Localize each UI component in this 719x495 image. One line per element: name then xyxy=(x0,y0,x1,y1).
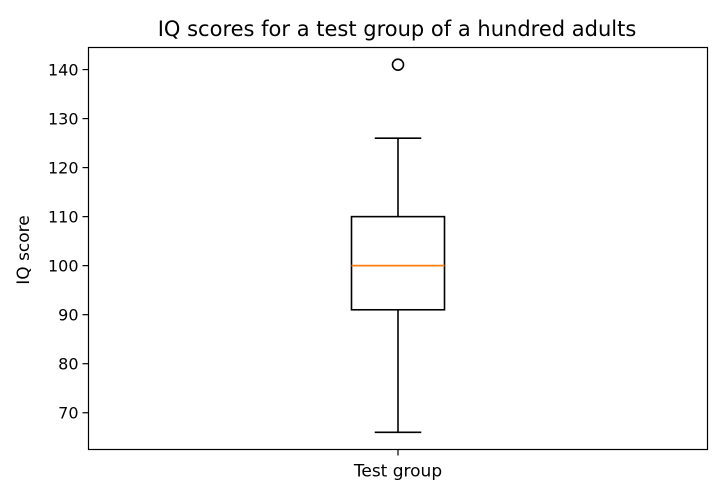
chart-title: IQ scores for a test group of a hundred … xyxy=(158,17,637,41)
iqr-box xyxy=(350,215,446,311)
y-axis-label: IQ score xyxy=(14,215,34,284)
y-tick-label: 70 xyxy=(58,404,78,423)
y-tick-label: 120 xyxy=(48,159,79,178)
outlier-point xyxy=(391,58,405,71)
y-tick-label: 80 xyxy=(58,355,78,374)
y-tick-label: 130 xyxy=(48,110,79,129)
x-tick-label: Test group xyxy=(353,462,442,482)
y-tick-label: 100 xyxy=(48,257,79,276)
plot-area: 70 80 90 100 110 120 130 140 Test group xyxy=(48,58,446,482)
y-tick-label: 110 xyxy=(48,208,79,227)
y-tick-label: 140 xyxy=(48,61,79,80)
plot-frame xyxy=(87,46,709,451)
y-tick-label: 90 xyxy=(58,306,78,325)
